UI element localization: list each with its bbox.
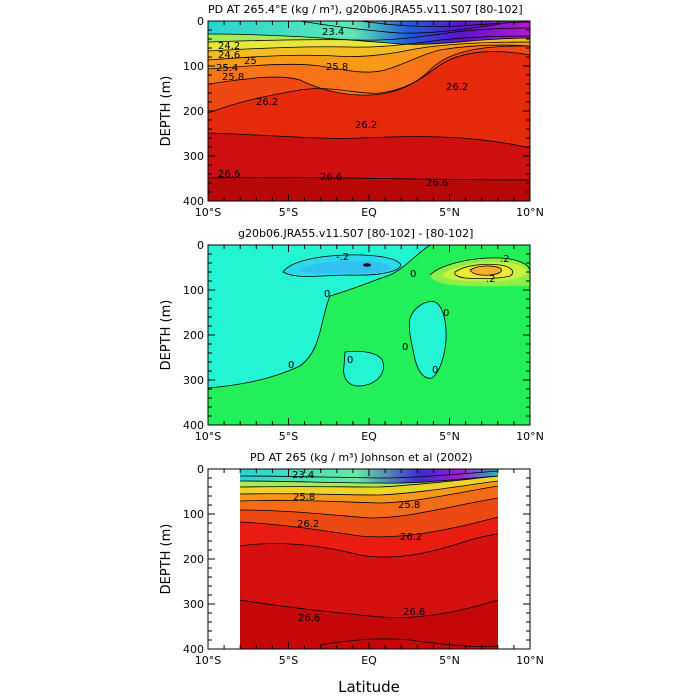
p1-x-tick-label: 5°N	[439, 206, 460, 219]
p2-x-tick-label: 5°S	[279, 430, 298, 443]
panel1-contour-labels: 23.4 24.2 24.6 25 25.4 25.8 25.8 26.2 26…	[216, 27, 468, 189]
p1-y-tick-label: 400	[183, 195, 204, 208]
p1-label-23-4: 23.4	[322, 27, 344, 38]
p3-x-tick-label: 10°N	[516, 654, 544, 667]
p1-label-26-2c: 26.2	[446, 82, 468, 93]
panel2-title: g20b06.JRA55.v11.S07 [80-102] - [80-102]	[238, 227, 473, 240]
p1-x-tick-label: EQ	[361, 206, 377, 219]
panel1-title: PD AT 265.4°E (kg / m³), g20b06.JRA55.v1…	[208, 3, 523, 16]
p1-label-26-2: 26.2	[256, 97, 278, 108]
p2-label-zero-b: 0	[288, 360, 294, 371]
p2-y-tick-label: 400	[183, 419, 204, 432]
panel-density-difference: g20b06.JRA55.v11.S07 [80-102] - [80-102]	[159, 227, 531, 426]
p1-y-tick-label: 200	[183, 105, 204, 118]
panel-observed-density: PD AT 265 (kg / m³) Johnson et al (2002)	[159, 451, 531, 650]
p3-x-tick-label: 5°S	[279, 654, 298, 667]
panel3-y-axis-label: DEPTH (m)	[159, 524, 174, 595]
panel3-field: 23.4 25.8 25.8 26.2 26.2 26.6 26.6	[240, 469, 498, 649]
p3-label-25-8b: 25.8	[398, 500, 420, 511]
p1-label-25-4: 25.4	[216, 63, 238, 74]
p1-label-26-6: 26.6	[218, 169, 240, 180]
p1-label-26-6b: 26.6	[320, 172, 342, 183]
p3-y-tick-label: 300	[183, 598, 204, 611]
p2-label-pos-0-2b: .2	[486, 274, 496, 285]
p1-x-tick-label: 10°S	[195, 206, 221, 219]
panel2-field: -.2 .2 0 0 0 0 0 0 0 .2	[208, 245, 530, 425]
p1-label-26-2b: 26.2	[355, 120, 377, 131]
p3-x-tick-label: EQ	[361, 654, 377, 667]
p1-label-25: 25	[244, 56, 257, 67]
p1-x-tick-label: 5°S	[279, 206, 298, 219]
panel3-contour-labels: 23.4 25.8 25.8 26.2 26.2 26.6 26.6	[292, 470, 425, 624]
p1-x-tick-label: 10°N	[516, 206, 544, 219]
p3-label-23-4: 23.4	[292, 470, 314, 481]
p1-y-tick-label: 300	[183, 150, 204, 163]
p3-label-26-2b: 26.2	[400, 532, 422, 543]
panel1-field: 23.4 24.2 24.6 25 25.4 25.8 25.8 26.2 26…	[208, 21, 530, 201]
panel2-y-axis-label: DEPTH (m)	[159, 300, 174, 371]
panel1-y-axis-label: DEPTH (m)	[159, 76, 174, 147]
p1-label-25-8b: 25.8	[326, 62, 348, 73]
p3-y-tick-label: 200	[183, 553, 204, 566]
p3-label-26-6b: 26.6	[403, 607, 425, 618]
p3-label-26-6: 26.6	[298, 613, 320, 624]
p2-label-zero-d: 0	[402, 342, 408, 353]
p1-label-25-8: 25.8	[222, 72, 244, 83]
p2-x-tick-label: 5°N	[439, 430, 460, 443]
panel-model-density: PD AT 265.4°E (kg / m³), g20b06.JRA55.v1…	[159, 3, 531, 202]
p2-y-tick-label: 0	[197, 239, 204, 252]
p2-label-zero-g: 0	[410, 269, 416, 280]
p3-y-tick-label: 400	[183, 643, 204, 656]
p2-y-tick-label: 200	[183, 329, 204, 342]
p2-x-tick-label: EQ	[361, 430, 377, 443]
p2-label-neg-0-2: -.2	[336, 252, 349, 263]
x-axis-label: Latitude	[338, 678, 400, 696]
p3-x-tick-label: 10°S	[195, 654, 221, 667]
p1-label-26-6c: 26.6	[426, 178, 448, 189]
p2-x-tick-label: 10°N	[516, 430, 544, 443]
p1-y-tick-label: 0	[197, 15, 204, 28]
p1-label-24-6: 24.6	[218, 50, 240, 61]
p1-y-tick-label: 100	[183, 60, 204, 73]
p2-x-tick-label: 10°S	[195, 430, 221, 443]
p3-label-26-2: 26.2	[297, 519, 319, 530]
p3-y-tick-label: 0	[197, 463, 204, 476]
panel2-contour-labels: -.2 .2 0 0 0 0 0 0 0 .2	[288, 252, 510, 376]
p2-label-zero-f: 0	[443, 308, 449, 319]
p3-x-tick-label: 5°N	[439, 654, 460, 667]
p2-label-zero: 0	[324, 289, 330, 300]
p2-y-tick-label: 300	[183, 374, 204, 387]
panel2-negative-region	[208, 245, 430, 388]
p3-label-25-8: 25.8	[293, 492, 315, 503]
p3-y-tick-label: 100	[183, 508, 204, 521]
panel3-title: PD AT 265 (kg / m³) Johnson et al (2002)	[250, 451, 473, 464]
p2-label-zero-e: 0	[432, 365, 438, 376]
p2-label-zero-c: 0	[347, 355, 353, 366]
p2-y-tick-label: 100	[183, 284, 204, 297]
p1-label-24-2: 24.2	[218, 41, 240, 52]
p2-label-pos-0-2: .2	[500, 254, 510, 265]
